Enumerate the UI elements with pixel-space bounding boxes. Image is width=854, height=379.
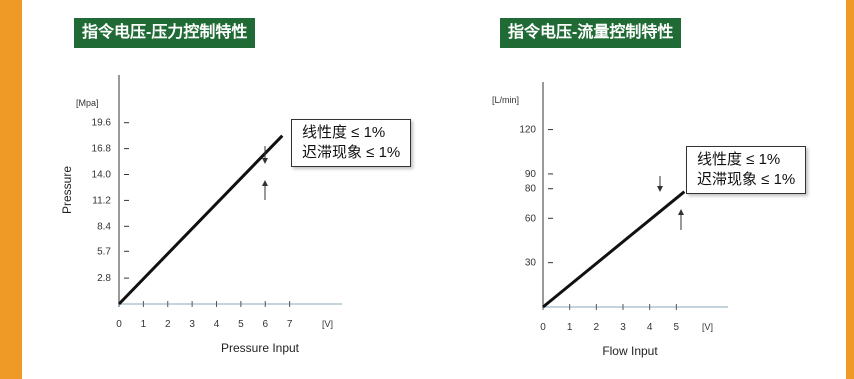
pressure-x-tick-label: 2 bbox=[165, 319, 171, 330]
pressure-arrow-up-head bbox=[262, 180, 268, 186]
pressure-x-tick-label: 4 bbox=[214, 319, 220, 330]
pressure-hysteresis-text: 迟滞现象 ≤ 1% bbox=[302, 144, 401, 161]
flow-y-tick-label: 120 bbox=[519, 125, 536, 136]
left-accent-bar bbox=[0, 0, 22, 379]
pressure-y-tick-label: 16.8 bbox=[92, 144, 112, 155]
flow-x-tick-label: 4 bbox=[647, 322, 653, 333]
right-accent-bar bbox=[846, 0, 854, 379]
flow-annotation-box: 线性度 ≤ 1% 迟滞现象 ≤ 1% bbox=[686, 146, 807, 194]
pressure-arrow-down-head bbox=[262, 158, 268, 164]
flow-y-tick-label: 90 bbox=[525, 169, 537, 180]
pressure-y-tick-label: 2.8 bbox=[97, 273, 111, 284]
flow-series-line bbox=[542, 190, 686, 309]
flow-x-tick-label: 2 bbox=[594, 322, 600, 333]
flow-x-label: Flow Input bbox=[602, 344, 658, 358]
pressure-y-tick-label: 11.2 bbox=[92, 195, 111, 206]
pressure-y-tick-label: 8.4 bbox=[97, 221, 111, 232]
pressure-linearity-text: 线性度 ≤ 1% bbox=[302, 124, 386, 141]
pressure-chart: [Mpa] Pressure Pressure Input [V] 0 1 2 3 4 5… bbox=[60, 75, 342, 355]
pressure-x-tick-label: 1 bbox=[141, 319, 147, 330]
flow-y-tick-label: 60 bbox=[525, 213, 537, 224]
flow-y-unit: [L/min] bbox=[492, 95, 519, 105]
flow-x-tick-label: 0 bbox=[540, 322, 546, 333]
pressure-x-unit: [V] bbox=[322, 319, 333, 329]
flow-x-unit: [V] bbox=[702, 322, 713, 332]
flow-hysteresis-text: 迟滞现象 ≤ 1% bbox=[697, 171, 796, 188]
flow-y-tick-label: 80 bbox=[525, 184, 537, 195]
flow-y-tick-label: 30 bbox=[525, 258, 537, 269]
pressure-annotation-box: 线性度 ≤ 1% 迟滞现象 ≤ 1% bbox=[291, 119, 412, 167]
pressure-series-line bbox=[117, 134, 284, 306]
flow-chart: [L/min] Flow Input [V] 0 1 2 3 4 5 30 60 80 90 12… bbox=[492, 82, 728, 358]
flow-x-tick-label: 3 bbox=[620, 322, 626, 333]
pressure-x-tick-label: 7 bbox=[287, 319, 293, 330]
pressure-y-tick-label: 14.0 bbox=[92, 170, 112, 181]
pressure-x-label: Pressure Input bbox=[221, 341, 300, 355]
pressure-y-tick-label: 19.6 bbox=[92, 118, 112, 129]
flow-x-tick-label: 5 bbox=[674, 322, 680, 333]
pressure-x-tick-label: 3 bbox=[189, 319, 195, 330]
flow-x-tick-label: 1 bbox=[567, 322, 573, 333]
pressure-y-label: Pressure bbox=[60, 166, 74, 214]
charts-canvas: [Mpa] Pressure Pressure Input [V] 0 1 2 3 4 5… bbox=[60, 75, 728, 358]
pressure-x-tick-label: 6 bbox=[262, 319, 268, 330]
pressure-x-tick-label: 0 bbox=[116, 319, 122, 330]
pressure-y-unit: [Mpa] bbox=[76, 98, 99, 108]
flow-chart-title: 指令电压-流量控制特性 bbox=[500, 18, 682, 48]
pressure-y-tick-label: 5.7 bbox=[97, 246, 111, 257]
flow-linearity-text: 线性度 ≤ 1% bbox=[697, 151, 781, 168]
pressure-chart-title: 指令电压-压力控制特性 bbox=[74, 18, 256, 48]
content-panel: 指令电压-压力控制特性 指令电压-流量控制特性 [Mpa] Pressure P… bbox=[22, 0, 846, 379]
pressure-x-tick-label: 5 bbox=[238, 319, 244, 330]
flow-arrow-up-head bbox=[678, 209, 684, 215]
flow-arrow-down-head bbox=[657, 186, 663, 192]
